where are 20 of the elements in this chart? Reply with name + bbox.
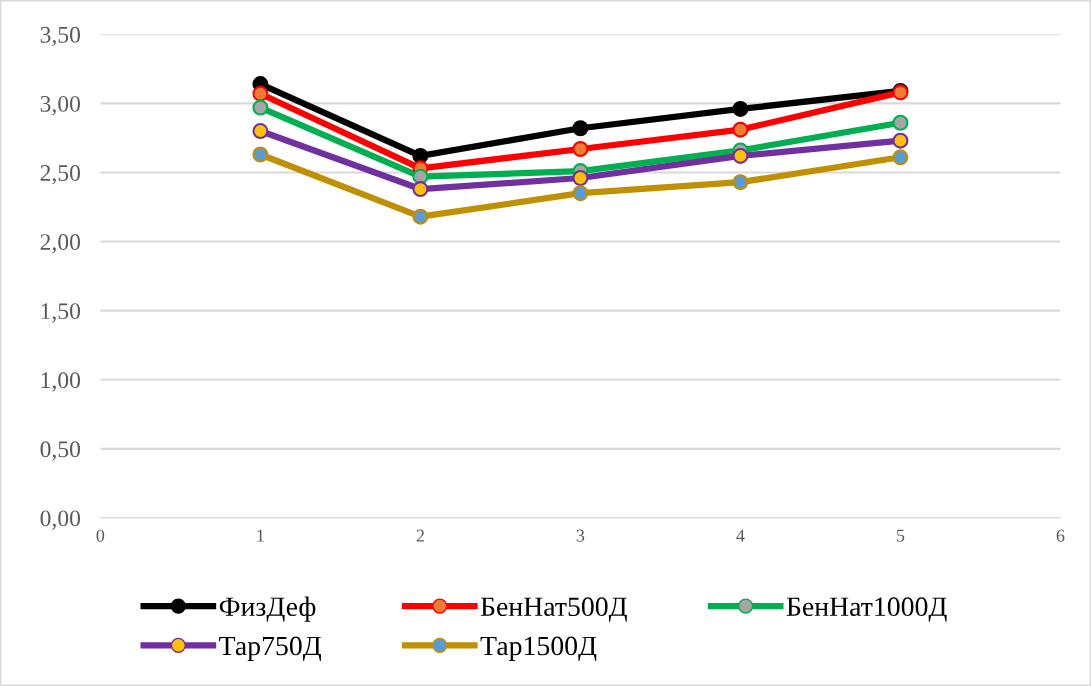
legend-label: Тар1500Д xyxy=(480,636,597,661)
legend-label: БенНат1000Д xyxy=(786,597,947,622)
y-tick-label: 2,00 xyxy=(40,234,81,254)
y-tick-label: 1,00 xyxy=(41,372,81,392)
x-tick-label: 2 xyxy=(416,529,424,542)
y-tick-label: 0,00 xyxy=(40,510,81,530)
y-tick-label: 2,50 xyxy=(40,164,81,185)
legend-label: БенНат500Д xyxy=(480,597,627,622)
x-tick-label: 5 xyxy=(896,529,905,542)
y-tick-label: 1,50 xyxy=(41,303,81,323)
x-tick-label: 3 xyxy=(576,529,585,542)
y-tick-label: 0,50 xyxy=(40,441,81,461)
x-tick-label: 0 xyxy=(96,529,105,542)
legend-label: Тар750Д xyxy=(219,636,322,661)
x-tick-label: 1 xyxy=(257,529,264,542)
legend-label: ФизДеф xyxy=(219,596,316,622)
x-tick-label: 6 xyxy=(1056,529,1065,542)
x-tick-label: 4 xyxy=(736,529,745,542)
y-tick-label: 3,00 xyxy=(40,95,81,116)
y-tick-label: 3,50 xyxy=(40,26,81,47)
